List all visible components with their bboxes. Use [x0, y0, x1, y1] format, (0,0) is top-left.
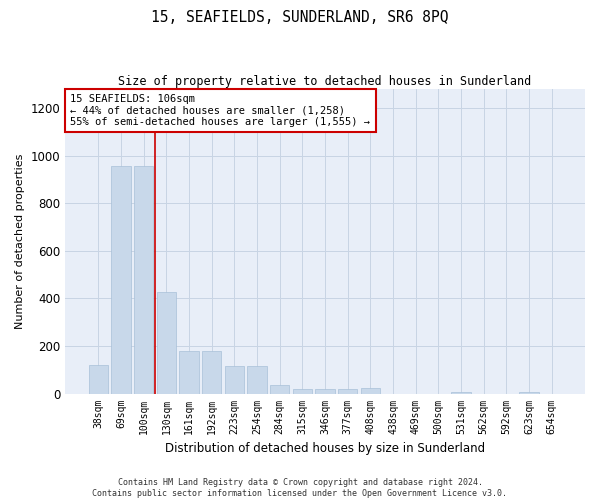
- Text: 15 SEAFIELDS: 106sqm
← 44% of detached houses are smaller (1,258)
55% of semi-de: 15 SEAFIELDS: 106sqm ← 44% of detached h…: [70, 94, 370, 127]
- Bar: [157, 292, 176, 394]
- Text: 15, SEAFIELDS, SUNDERLAND, SR6 8PQ: 15, SEAFIELDS, SUNDERLAND, SR6 8PQ: [151, 10, 449, 25]
- Bar: [134, 166, 154, 394]
- Bar: [225, 366, 244, 394]
- Bar: [247, 366, 267, 394]
- Bar: [202, 351, 221, 394]
- Bar: [179, 351, 199, 394]
- Text: Contains HM Land Registry data © Crown copyright and database right 2024.
Contai: Contains HM Land Registry data © Crown c…: [92, 478, 508, 498]
- Bar: [89, 365, 108, 394]
- Bar: [338, 390, 358, 394]
- Bar: [293, 390, 312, 394]
- Bar: [520, 392, 539, 394]
- Bar: [361, 388, 380, 394]
- Bar: [316, 390, 335, 394]
- Bar: [112, 166, 131, 394]
- Bar: [451, 392, 471, 394]
- Bar: [270, 384, 289, 394]
- X-axis label: Distribution of detached houses by size in Sunderland: Distribution of detached houses by size …: [165, 442, 485, 455]
- Y-axis label: Number of detached properties: Number of detached properties: [15, 154, 25, 329]
- Title: Size of property relative to detached houses in Sunderland: Size of property relative to detached ho…: [118, 75, 532, 88]
